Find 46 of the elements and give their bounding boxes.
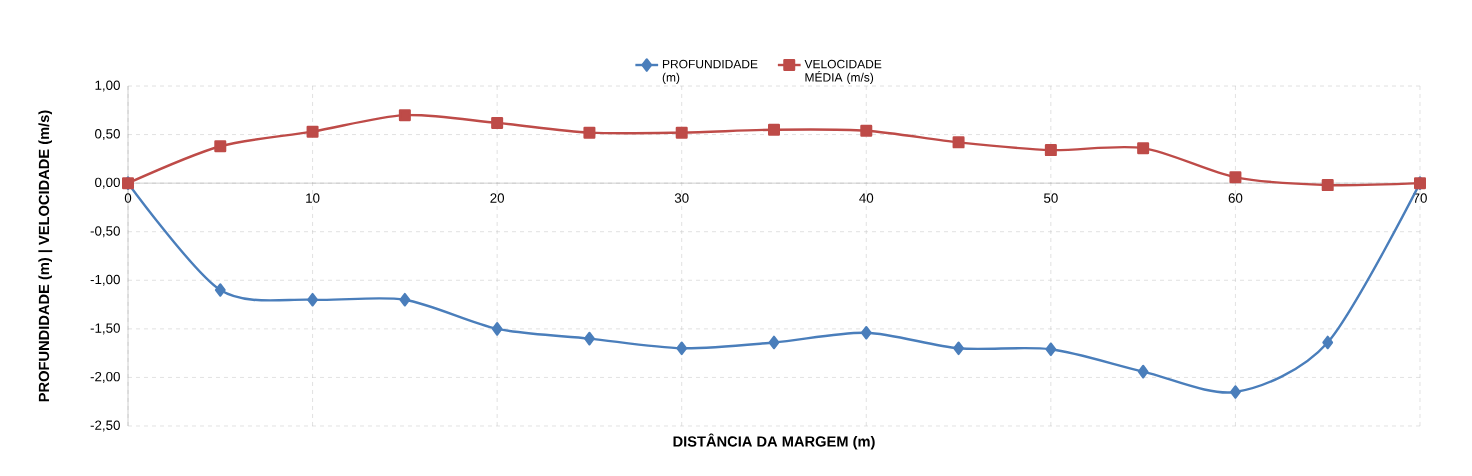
x-tick-label: 70 xyxy=(1413,193,1427,203)
point xyxy=(306,125,319,138)
x-axis-title: DISTÂNCIA DA MARGEM (m) xyxy=(673,433,875,450)
point xyxy=(1322,335,1334,350)
point xyxy=(1229,171,1242,184)
y-tick-label: 0,00 xyxy=(95,177,120,189)
point xyxy=(1137,142,1150,155)
point xyxy=(952,136,965,149)
point xyxy=(1321,179,1334,192)
point xyxy=(491,116,504,129)
point xyxy=(860,325,872,340)
point xyxy=(583,126,596,139)
point xyxy=(953,341,964,356)
y-tick-label: -1,00 xyxy=(90,274,120,286)
point xyxy=(214,283,226,297)
point xyxy=(768,123,780,136)
y-tick-label: -1,50 xyxy=(90,323,120,335)
point xyxy=(399,292,411,307)
y-tick-label: -2,00 xyxy=(90,371,120,383)
point xyxy=(675,126,688,139)
point xyxy=(584,331,595,346)
x-tick-label: 20 xyxy=(490,193,505,203)
point xyxy=(768,335,780,350)
y-tick-label: 0,50 xyxy=(95,129,120,141)
point xyxy=(676,341,688,356)
x-tick-label: 40 xyxy=(859,193,874,203)
x-tick-label: 0 xyxy=(124,193,132,203)
y-axis-title: PROFUNDIDADE (m) | VELOCIDADE (m/s) xyxy=(38,110,53,402)
legend-label: VELOCIDADE MÉDIA (m/s) xyxy=(804,59,882,85)
point xyxy=(860,124,873,137)
x-tick-label: 10 xyxy=(306,193,320,203)
point xyxy=(1045,342,1057,357)
legend-label: PROFUNDIDADE (m) xyxy=(662,59,758,85)
point xyxy=(398,109,411,122)
point xyxy=(1044,144,1057,157)
x-tick-label: 30 xyxy=(674,193,689,203)
point xyxy=(1137,364,1149,379)
point xyxy=(491,322,503,336)
y-tick-label: 1,00 xyxy=(95,80,120,92)
y-tick-label: -2,50 xyxy=(90,420,120,432)
point xyxy=(214,140,227,153)
point xyxy=(307,292,318,307)
x-tick-label: 60 xyxy=(1228,193,1243,203)
point xyxy=(1230,385,1241,399)
y-tick-label: -0,50 xyxy=(90,226,120,238)
x-tick-label: 50 xyxy=(1043,193,1058,203)
